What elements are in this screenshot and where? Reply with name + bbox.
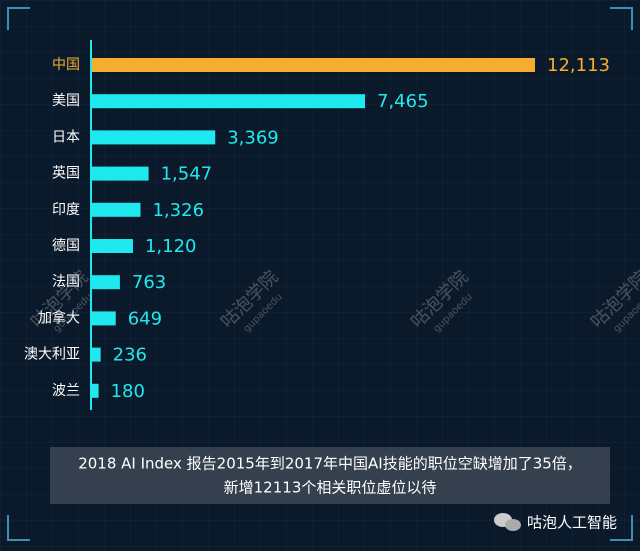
bar	[92, 130, 216, 145]
caption-box	[50, 447, 610, 504]
category-label: 美国	[52, 93, 80, 109]
value-label: 236	[113, 345, 147, 366]
value-label: 1,326	[152, 200, 204, 221]
caption-line: 新增12113个相关职位虚位以待	[224, 479, 437, 497]
bar	[92, 166, 149, 181]
bar	[92, 275, 120, 290]
category-label: 法国	[52, 274, 80, 290]
category-label: 日本	[52, 129, 80, 145]
category-label: 英国	[52, 165, 80, 182]
logo-text: 咕泡人工智能	[527, 514, 617, 532]
caption-line: 2018 AI Index 报告2015年到2017年中国AI技能的职位空缺增加…	[78, 455, 582, 473]
bar	[92, 239, 133, 253]
category-label: 澳大利亚	[24, 347, 80, 363]
bar	[92, 311, 116, 326]
category-label: 德国	[52, 238, 80, 254]
value-label: 3,369	[227, 127, 279, 148]
bar	[92, 383, 99, 398]
value-label: 12,113	[547, 55, 610, 76]
category-label: 中国	[52, 57, 80, 73]
bar	[92, 58, 535, 72]
value-label: 1,120	[145, 236, 197, 257]
value-label: 1,547	[161, 164, 213, 185]
value-label: 649	[128, 308, 162, 329]
value-label: 7,465	[377, 91, 429, 112]
category-label: 波兰	[52, 383, 80, 399]
value-label: 180	[111, 381, 145, 402]
category-label: 印度	[52, 202, 80, 218]
category-label: 加拿大	[38, 309, 80, 326]
logo-icon	[494, 513, 521, 531]
value-label: 763	[132, 272, 166, 293]
bar	[92, 94, 366, 109]
frame-corners	[7, 7, 633, 541]
bar	[92, 202, 141, 217]
bar	[92, 347, 101, 362]
